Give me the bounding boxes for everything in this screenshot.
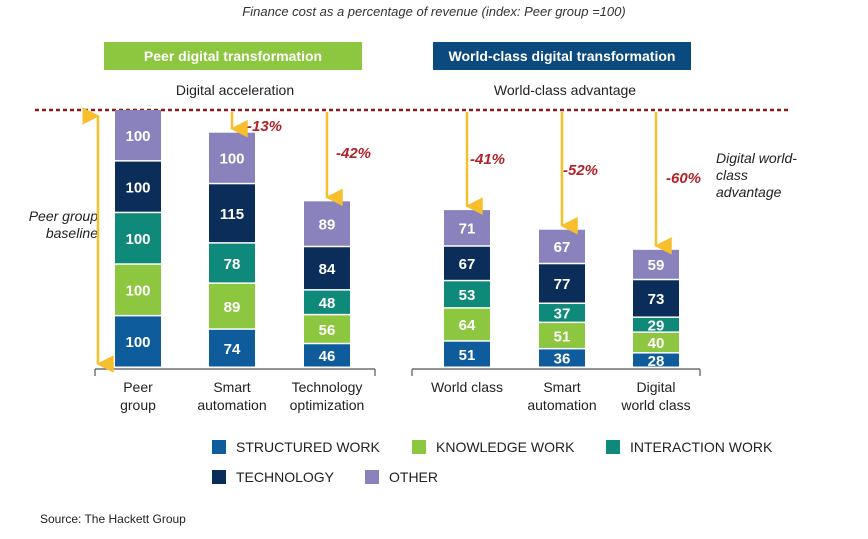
- bar-value-label: 100: [125, 283, 150, 300]
- bar-segment-structured: [209, 329, 255, 367]
- legend-label-other: OTHER: [389, 469, 438, 485]
- bar-segment-technology: [444, 246, 490, 280]
- legend-other: OTHER: [365, 469, 438, 485]
- world-class-advantage-label: World-class advantage: [493, 82, 637, 98]
- legend-swatch-technology: [212, 470, 226, 484]
- bar-value-label: 115: [220, 206, 244, 223]
- legend-knowledge-work: KNOWLEDGE WORK: [412, 439, 574, 455]
- bar-value-label: 77: [554, 276, 571, 293]
- bar-value-label: 67: [459, 256, 476, 273]
- bar-segment-technology: [633, 280, 679, 317]
- bar-segment-knowledge: [633, 332, 679, 353]
- category-label: Digital world class: [620, 379, 690, 413]
- bar-value-label: 59: [648, 257, 665, 274]
- reduction-percent-label: -60%: [666, 170, 701, 187]
- bar-segment-interaction: [304, 290, 350, 314]
- bar-value-label: 100: [125, 179, 150, 196]
- legend-swatch-structured: [212, 440, 226, 454]
- legend-swatch-interaction: [606, 440, 620, 454]
- peer-digital-transformation-header: Peer digital transformation: [104, 42, 362, 70]
- bar-segment-interaction: [209, 243, 255, 283]
- bar-value-label: 37: [554, 306, 571, 323]
- bar-segment-structured: [444, 341, 490, 367]
- bar-segment-interaction: [444, 281, 490, 308]
- digital-world-class-advantage-label: Digital world-class advantage: [716, 150, 797, 200]
- bar-segment-interaction: [633, 317, 679, 332]
- bar-value-label: 67: [554, 239, 571, 256]
- bar-segment-structured: [115, 316, 161, 367]
- bar-value-label: 29: [648, 317, 665, 334]
- category-label: Peer group: [120, 379, 156, 413]
- bar-value-label: 53: [459, 287, 476, 304]
- reduction-percent-label: -41%: [470, 151, 505, 168]
- legend-label-technology: TECHNOLOGY: [236, 469, 335, 485]
- bar-segment-knowledge: [539, 323, 585, 348]
- category-label: Smart automation: [197, 379, 266, 413]
- bar-value-label: 74: [224, 341, 241, 358]
- bar-value-label: 64: [459, 317, 476, 334]
- bar-segment-structured: [304, 344, 350, 367]
- bar-segment-knowledge: [209, 283, 255, 329]
- bar-segment-knowledge: [444, 308, 490, 341]
- bar-value-label: 84: [319, 261, 336, 278]
- bar-segment-structured: [633, 353, 679, 367]
- bar-value-label: 28: [648, 353, 665, 370]
- bar-value-label: 78: [224, 256, 241, 273]
- legend-swatch-knowledge: [412, 440, 426, 454]
- bar-segment-technology: [209, 184, 255, 243]
- bar-segment-interaction: [539, 304, 585, 322]
- category-label: World class: [431, 379, 503, 395]
- category-label: Technology optimization: [290, 379, 365, 413]
- bar-segment-knowledge: [115, 264, 161, 315]
- bar-value-label: 51: [459, 347, 476, 364]
- bar-segment-other: [115, 110, 161, 161]
- bar-value-label: 73: [648, 291, 665, 308]
- category-label: Smart automation: [527, 379, 596, 413]
- bar-segment-other: [444, 210, 490, 246]
- bar-value-label: 51: [554, 328, 571, 345]
- bar-segment-technology: [115, 161, 161, 212]
- digital-acceleration-label: Digital acceleration: [175, 82, 295, 98]
- bar-segment-other: [633, 249, 679, 279]
- bar-value-label: 100: [125, 231, 150, 248]
- legend-structured-work: STRUCTURED WORK: [212, 439, 380, 455]
- legend-label-structured: STRUCTURED WORK: [236, 439, 380, 455]
- bar-value-label: 100: [125, 334, 150, 351]
- reduction-percent-label: -52%: [563, 162, 598, 179]
- bar-value-label: 36: [554, 351, 571, 368]
- chart-title: Finance cost as a percentage of revenue …: [242, 4, 626, 19]
- bar-value-label: 89: [224, 299, 241, 316]
- bar-value-label: 100: [219, 151, 244, 168]
- legend-label-knowledge: KNOWLEDGE WORK: [436, 439, 575, 455]
- bar-segment-structured: [539, 349, 585, 367]
- legend-swatch-other: [365, 470, 379, 484]
- bar-value-label: 46: [319, 348, 336, 365]
- legend-interaction-work: INTERACTION WORK: [606, 439, 772, 455]
- bar-segment-other: [304, 201, 350, 246]
- world-class-digital-transformation-header: World-class digital transformation: [433, 42, 691, 70]
- legend-technology: TECHNOLOGY: [212, 469, 334, 485]
- bar-segment-other: [539, 229, 585, 263]
- bar-segment-knowledge: [304, 315, 350, 343]
- bar-segment-technology: [539, 264, 585, 303]
- bar-value-label: 48: [319, 295, 336, 312]
- bar-value-label: 56: [319, 322, 336, 339]
- bar-value-label: 71: [459, 220, 476, 237]
- legend-label-interaction: INTERACTION WORK: [630, 439, 773, 455]
- stacked-bar-chart: 100 100 100 100 100 74 89 78 115 100 46 56 48 84 89 51 6…: [35, 107, 790, 413]
- bar-value-label: 100: [125, 128, 150, 145]
- bar-segment-interaction: [115, 213, 161, 264]
- reduction-percent-label: -13%: [247, 118, 282, 135]
- bar-value-label: 40: [648, 335, 665, 352]
- reduction-percent-label: -42%: [336, 145, 371, 162]
- bar-segment-other: [209, 132, 255, 183]
- bar-value-label: 89: [319, 216, 336, 233]
- bar-segment-technology: [304, 247, 350, 290]
- source-note: Source: The Hackett Group: [40, 512, 186, 526]
